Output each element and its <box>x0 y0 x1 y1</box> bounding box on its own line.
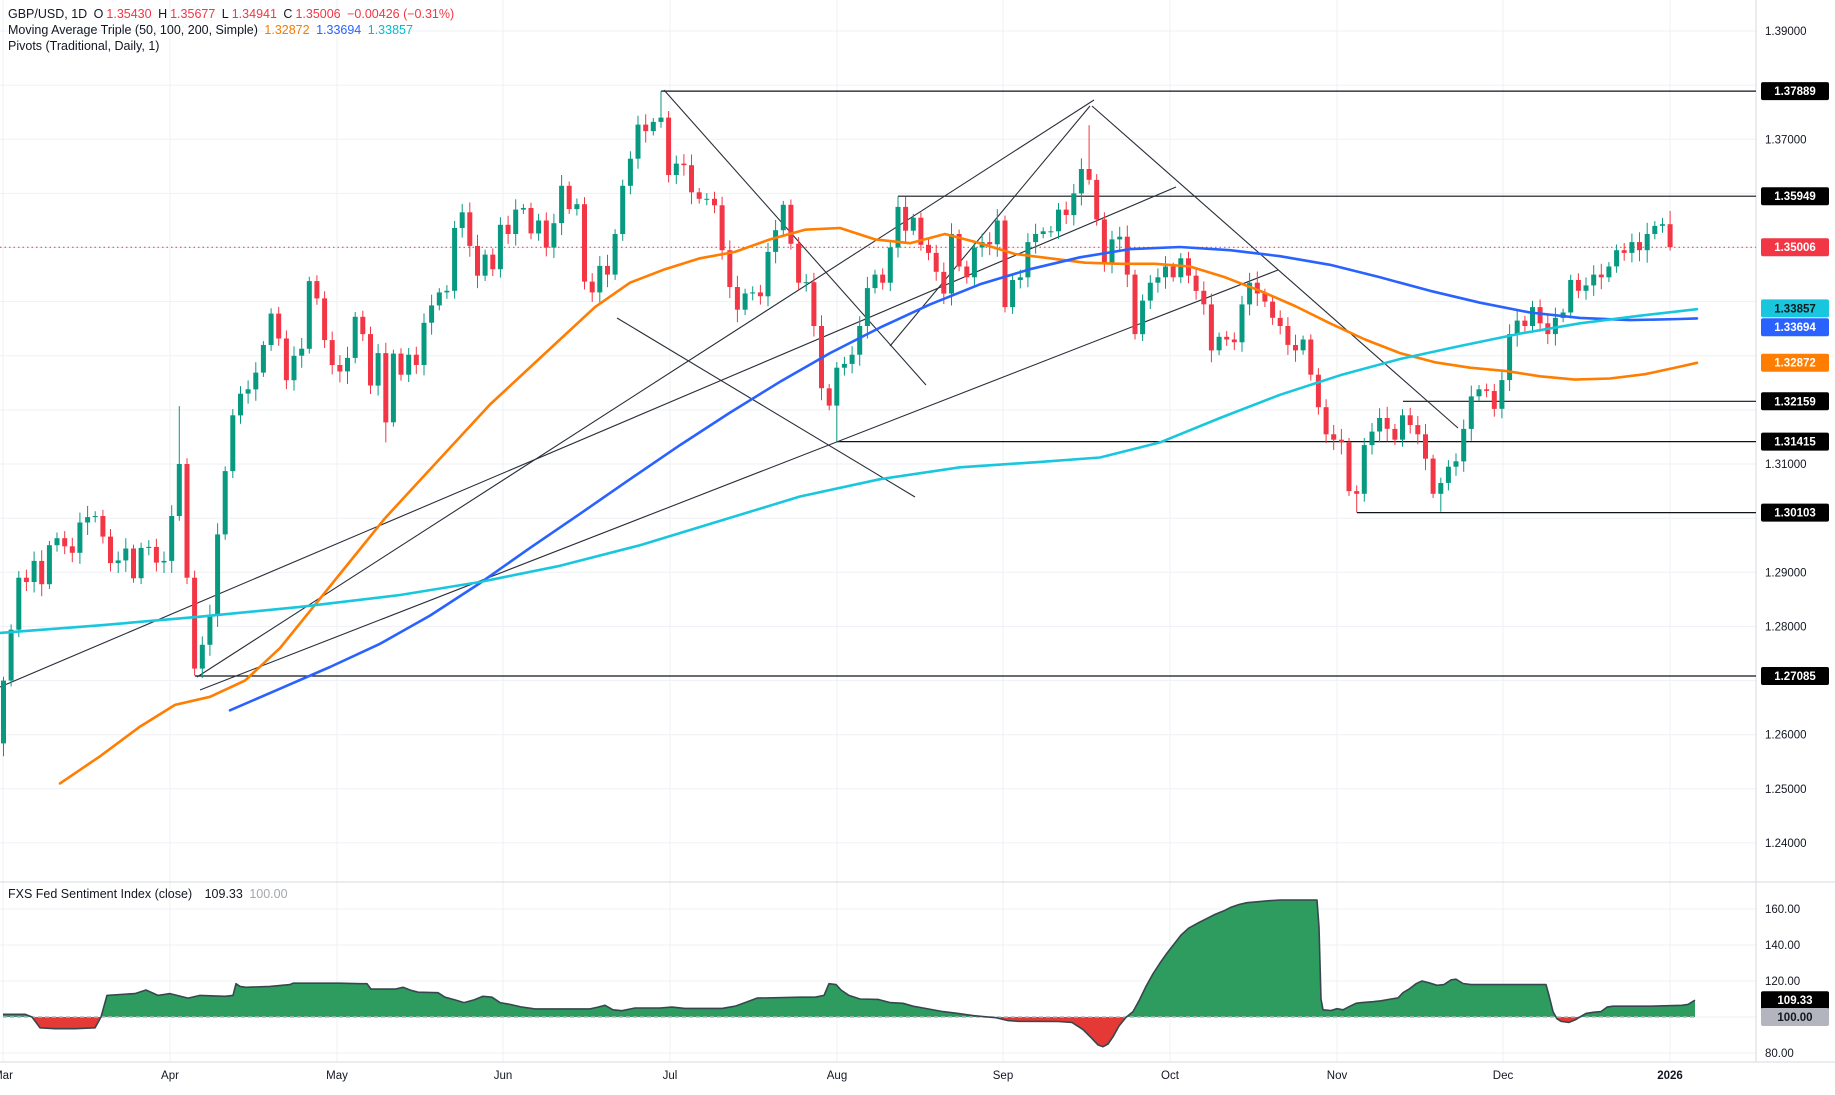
close-value: 1.35006 <box>295 7 341 21</box>
indicator-value: 109.33 <box>204 887 243 901</box>
svg-text:1.32159: 1.32159 <box>1774 396 1816 408</box>
price-badge: 1.27085 <box>1761 667 1829 685</box>
svg-text:120.00: 120.00 <box>1765 976 1800 988</box>
pane-borders <box>0 0 1835 1063</box>
open-label: O <box>93 7 104 21</box>
price-badge: 1.32872 <box>1761 353 1829 372</box>
svg-text:Sep: Sep <box>993 1070 1013 1082</box>
price-axis-labels: 1.39000 1.37000 1.31000 1.29000 1.28000 1.260… <box>1765 26 1807 1060</box>
pivots-legend[interactable]: Pivots (Traditional, Daily, 1) <box>8 38 162 54</box>
svg-text:1.27085: 1.27085 <box>1774 671 1816 683</box>
time-axis[interactable] <box>0 1062 1835 1095</box>
price-axis[interactable] <box>1756 0 1835 1062</box>
svg-text:1.37000: 1.37000 <box>1765 134 1807 146</box>
price-badge: 1.33694 <box>1761 318 1829 337</box>
price-badge: 1.37889 <box>1761 82 1829 101</box>
sentiment-area[interactable] <box>3 899 1696 1048</box>
price-badge: 1.32159 <box>1761 392 1829 411</box>
svg-text:1.24000: 1.24000 <box>1765 838 1807 850</box>
svg-text:1.37889: 1.37889 <box>1774 86 1816 98</box>
indicator-title[interactable]: FXS Fed Sentiment Index (close) <box>8 887 193 901</box>
ma-line <box>58 226 1699 785</box>
svg-text:1.26000: 1.26000 <box>1765 730 1807 742</box>
svg-text:1.35006: 1.35006 <box>1774 242 1816 254</box>
indicator-badge: 100.00 <box>1761 1008 1829 1026</box>
ma-line <box>0 307 1699 635</box>
open-value: 1.35430 <box>106 7 152 21</box>
grid <box>0 0 1756 1062</box>
high-value: 1.35677 <box>170 7 216 21</box>
pivot-rays[interactable] <box>195 90 1756 677</box>
svg-text:1.31000: 1.31000 <box>1765 459 1807 471</box>
svg-text:1.25000: 1.25000 <box>1765 784 1807 796</box>
svg-text:2026: 2026 <box>1657 1070 1683 1082</box>
svg-text:Apr: Apr <box>161 1070 179 1082</box>
svg-text:100.00: 100.00 <box>1777 1012 1812 1024</box>
svg-text:Dec: Dec <box>1493 1070 1514 1082</box>
svg-text:Mar: Mar <box>0 1070 13 1082</box>
svg-text:1.33857: 1.33857 <box>1774 303 1816 315</box>
price-badge: 1.31415 <box>1761 432 1829 451</box>
time-axis-labels: Mar Apr May Jun Jul Aug Sep Oct Nov Dec 2026 <box>0 1070 1683 1082</box>
price-badge: 1.30103 <box>1761 503 1829 522</box>
moving-averages[interactable] <box>0 226 1699 785</box>
svg-text:1.28000: 1.28000 <box>1765 621 1807 633</box>
low-label: L <box>221 7 229 21</box>
symbol-title[interactable]: GBP/USD, 1D <box>8 7 88 21</box>
ma-title[interactable]: Moving Average Triple (50, 100, 200, Sim… <box>8 23 258 37</box>
indicator-base-value: 100.00 <box>249 887 288 901</box>
svg-text:Jul: Jul <box>663 1070 678 1082</box>
svg-text:160.00: 160.00 <box>1765 904 1800 916</box>
svg-text:1.30103: 1.30103 <box>1774 508 1816 520</box>
main-legend[interactable]: GBP/USD, 1D O 1.35430 H 1.35677 L 1.34941 C… <box>8 6 457 22</box>
ma50-value: 1.32872 <box>264 23 310 37</box>
ma200-value: 1.33857 <box>367 23 413 37</box>
svg-text:Aug: Aug <box>827 1070 847 1082</box>
svg-text:Jun: Jun <box>494 1070 513 1082</box>
svg-text:1.29000: 1.29000 <box>1765 567 1807 579</box>
close-label: C <box>283 7 293 21</box>
change-value: −0.00426 (−0.31%) <box>347 7 455 21</box>
svg-text:1.35949: 1.35949 <box>1774 191 1816 203</box>
low-value: 1.34941 <box>231 7 277 21</box>
svg-text:1.33694: 1.33694 <box>1774 322 1816 334</box>
svg-text:109.33: 109.33 <box>1777 995 1812 1007</box>
ma-legend[interactable]: Moving Average Triple (50, 100, 200, Sim… <box>8 22 416 38</box>
svg-text:1.31415: 1.31415 <box>1774 437 1816 449</box>
svg-text:Nov: Nov <box>1327 1070 1348 1082</box>
svg-text:1.32872: 1.32872 <box>1774 358 1816 370</box>
price-badge: 1.35949 <box>1761 187 1829 206</box>
svg-text:80.00: 80.00 <box>1765 1048 1794 1060</box>
pivots-title[interactable]: Pivots (Traditional, Daily, 1) <box>8 39 160 53</box>
price-badge: 1.33857 <box>1761 299 1829 318</box>
ma100-value: 1.33694 <box>316 23 362 37</box>
indicator-legend[interactable]: FXS Fed Sentiment Index (close) 109.33 1… <box>8 886 291 902</box>
svg-text:140.00: 140.00 <box>1765 940 1800 952</box>
ma-line <box>228 245 1699 712</box>
indicator-badge: 109.33 <box>1761 991 1829 1010</box>
high-label: H <box>158 7 168 21</box>
svg-text:Oct: Oct <box>1161 1070 1180 1082</box>
svg-text:May: May <box>326 1070 348 1082</box>
svg-text:1.39000: 1.39000 <box>1765 26 1807 38</box>
price-badge: 1.35006 <box>1761 238 1829 257</box>
